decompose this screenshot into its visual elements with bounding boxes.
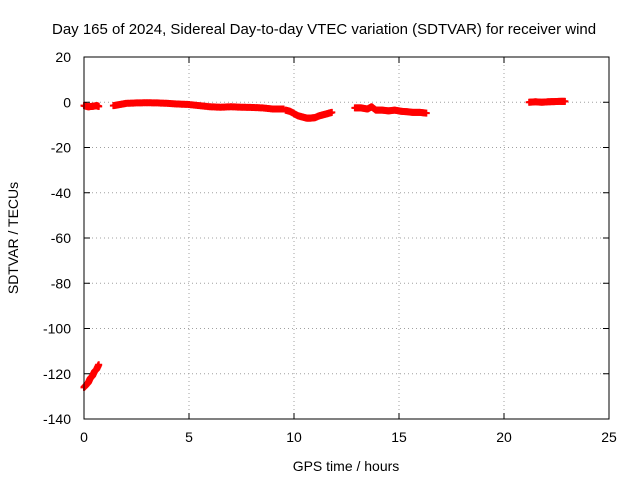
y-tick-label: 0 <box>63 94 71 110</box>
axis-ticks: 0 5 10 15 20 25 -140 -120 -100 -80 -60 -40 -20 0 20 <box>43 49 617 445</box>
x-tick-label: 10 <box>286 429 302 445</box>
data-point <box>95 361 103 369</box>
x-tick-label: 15 <box>391 429 407 445</box>
data-points <box>80 97 569 391</box>
y-axis-label: SDTVAR / TECUs <box>5 182 21 294</box>
data-point <box>561 97 569 105</box>
y-tick-label: -120 <box>43 366 71 382</box>
x-tick-label: 20 <box>496 429 512 445</box>
x-tick-label: 5 <box>185 429 193 445</box>
x-tick-label: 25 <box>601 429 617 445</box>
data-point <box>95 102 103 110</box>
data-point <box>328 108 336 116</box>
x-tick-label: 0 <box>80 429 88 445</box>
y-tick-label: -80 <box>51 275 71 291</box>
x-axis-label: GPS time / hours <box>293 458 400 474</box>
y-tick-label: 20 <box>55 49 71 65</box>
y-tick-label: -40 <box>51 185 71 201</box>
y-tick-label: -140 <box>43 411 71 427</box>
chart-title: Day 165 of 2024, Sidereal Day-to-day VTE… <box>52 21 596 38</box>
y-tick-label: -20 <box>51 140 71 156</box>
y-tick-label: -100 <box>43 321 71 337</box>
y-tick-label: -60 <box>51 230 71 246</box>
data-point <box>422 109 430 117</box>
